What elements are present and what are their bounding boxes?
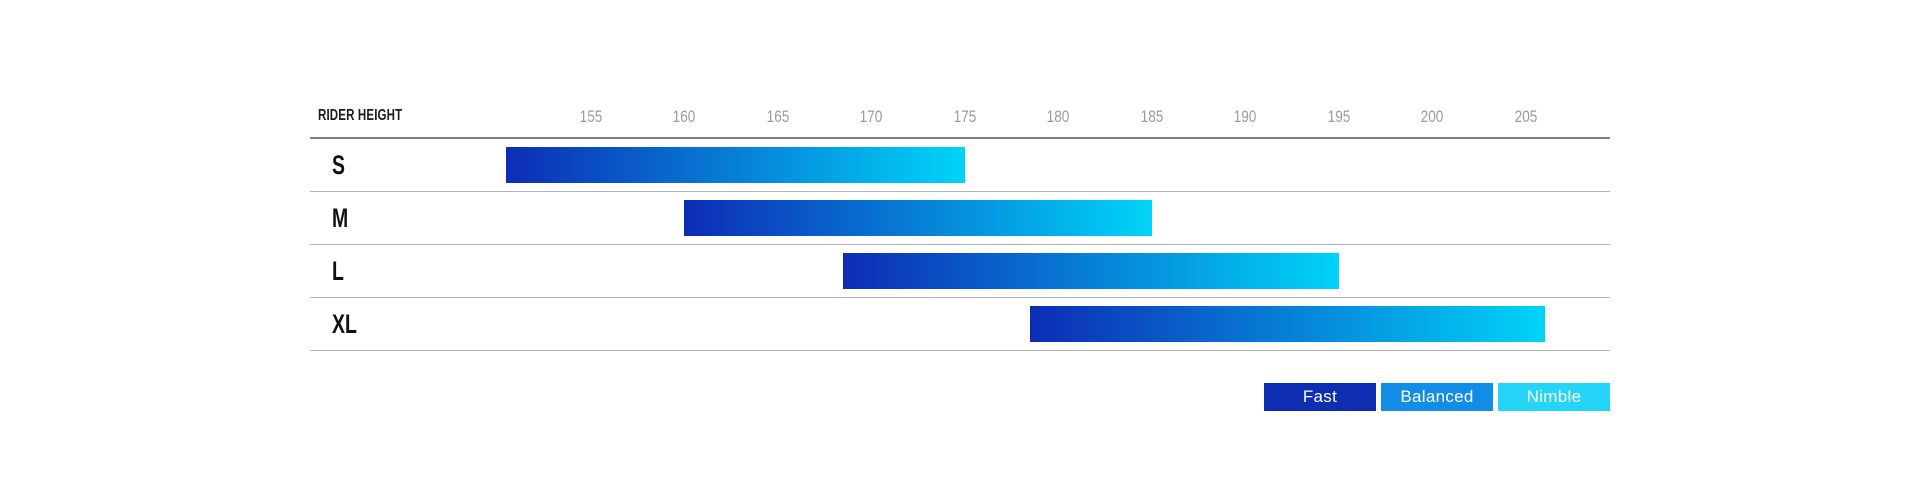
size-row-m: M [310,192,1610,245]
size-row-s: S [310,139,1610,192]
legend-item-nimble: Nimble [1498,383,1610,411]
legend: Fast Balanced Nimble [1264,383,1610,411]
height-range-bar-s [506,147,965,183]
axis-tick-label: 175 [953,107,977,126]
rider-height-label: RIDER HEIGHT [318,107,403,124]
size-label-m: M [332,203,349,233]
axis-tick-label: 170 [859,107,883,126]
axis-tick-label: 190 [1233,107,1257,126]
size-label-s: S [332,150,345,180]
size-row-xl: XL [310,298,1610,351]
axis-tick-label: 165 [766,107,789,126]
legend-item-balanced: Balanced [1381,383,1493,411]
axis-tick-label: 185 [1140,107,1164,126]
axis-header: RIDER HEIGHT 155 160 165 170 175 180 185 190 195… [310,100,1610,136]
size-label-l: L [332,256,344,286]
size-label-xl: XL [332,309,357,339]
height-range-bar-l [843,253,1339,289]
axis-tick-label: 155 [579,107,602,126]
chart-rows: S M L XL [310,137,1610,351]
axis-tick-label: 180 [1046,107,1070,126]
legend-item-fast: Fast [1264,383,1376,411]
axis-tick-label: 200 [1420,107,1444,126]
height-range-bar-m [684,200,1152,236]
axis-tick-label: 195 [1327,107,1351,126]
axis-tick-label: 205 [1514,107,1538,126]
size-row-l: L [310,245,1610,298]
axis-tick-label: 160 [672,107,696,126]
height-range-bar-xl [1030,306,1545,342]
